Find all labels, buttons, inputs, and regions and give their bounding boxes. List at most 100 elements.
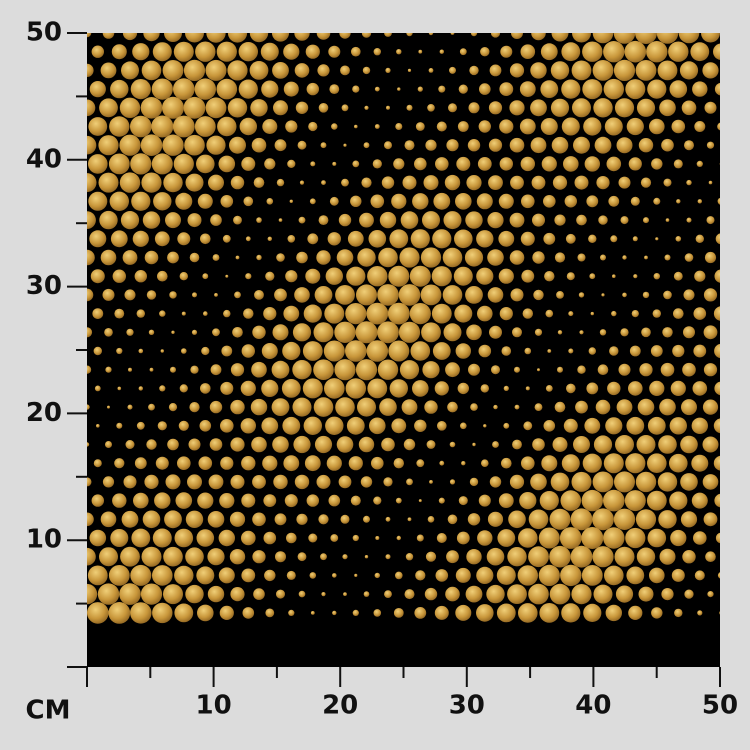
dot [229,511,246,527]
dot [384,590,392,598]
dot [249,61,269,80]
dot [321,180,326,186]
dot [528,509,549,530]
dot [200,383,211,394]
dot [694,570,705,581]
dot [162,134,184,156]
dot [638,138,654,153]
dot [102,476,115,488]
dot [469,477,479,487]
dot [378,247,398,268]
dot [652,309,661,318]
dot [197,604,214,622]
dot [616,137,633,154]
dot [476,566,494,585]
dot [203,311,208,316]
dot [503,385,509,391]
dot [469,65,479,76]
dot [363,142,370,149]
dot [170,366,176,373]
dot [348,456,363,471]
dot [570,545,593,568]
dot [532,251,545,264]
dot [130,153,152,175]
dot [543,420,556,432]
dot [635,60,657,81]
dot [105,366,112,373]
dot [628,157,642,171]
dot [99,98,118,118]
dot [417,86,423,92]
dot [488,101,503,115]
dot [87,477,92,487]
dot [649,567,665,584]
dot [703,363,718,377]
dot [196,529,215,547]
dot [163,172,183,193]
dot [486,584,505,604]
dot [388,340,410,362]
dot [549,508,571,530]
dot [179,272,188,281]
dot [364,555,369,559]
dot [190,365,199,374]
dot [573,136,590,154]
dot [192,292,197,298]
dot [217,116,237,137]
dot [398,321,421,343]
dot [684,589,694,599]
dot [100,511,117,528]
dot [164,33,182,42]
dot [499,82,514,96]
dot [91,494,105,507]
dot [384,141,392,150]
dot [335,397,355,417]
dot [663,290,672,300]
dot [701,33,720,43]
dot [274,288,287,302]
dot [140,583,163,605]
dot [151,153,173,175]
dot [714,343,720,359]
dot [661,138,674,152]
dot [552,437,568,452]
dot [131,528,151,548]
dot [423,175,439,191]
dot [239,117,257,136]
dot [285,120,298,133]
dot [87,63,94,77]
dot [714,269,720,283]
dot [613,59,636,81]
dot [241,530,256,546]
dot [626,117,644,136]
dot [509,137,525,153]
dot [561,117,580,136]
dot [528,546,549,568]
dot [541,156,557,172]
dot [613,508,636,530]
dot [706,141,715,149]
dot [377,321,399,344]
dot [439,460,445,466]
dot [434,381,449,396]
dot [124,289,136,301]
dot [498,230,515,247]
dot [169,291,177,299]
dot [221,345,233,357]
dot [88,191,108,211]
dot [354,573,358,578]
dot [346,266,366,286]
dot [523,421,533,431]
dot [289,199,293,203]
dot [571,471,592,492]
dot [708,180,713,185]
dot [87,99,96,117]
dot [691,417,708,434]
dot [220,419,234,433]
dot [359,212,374,228]
dot [264,569,276,582]
dot [134,457,147,470]
dot [561,603,581,623]
dot [108,602,131,624]
dot [152,565,173,586]
